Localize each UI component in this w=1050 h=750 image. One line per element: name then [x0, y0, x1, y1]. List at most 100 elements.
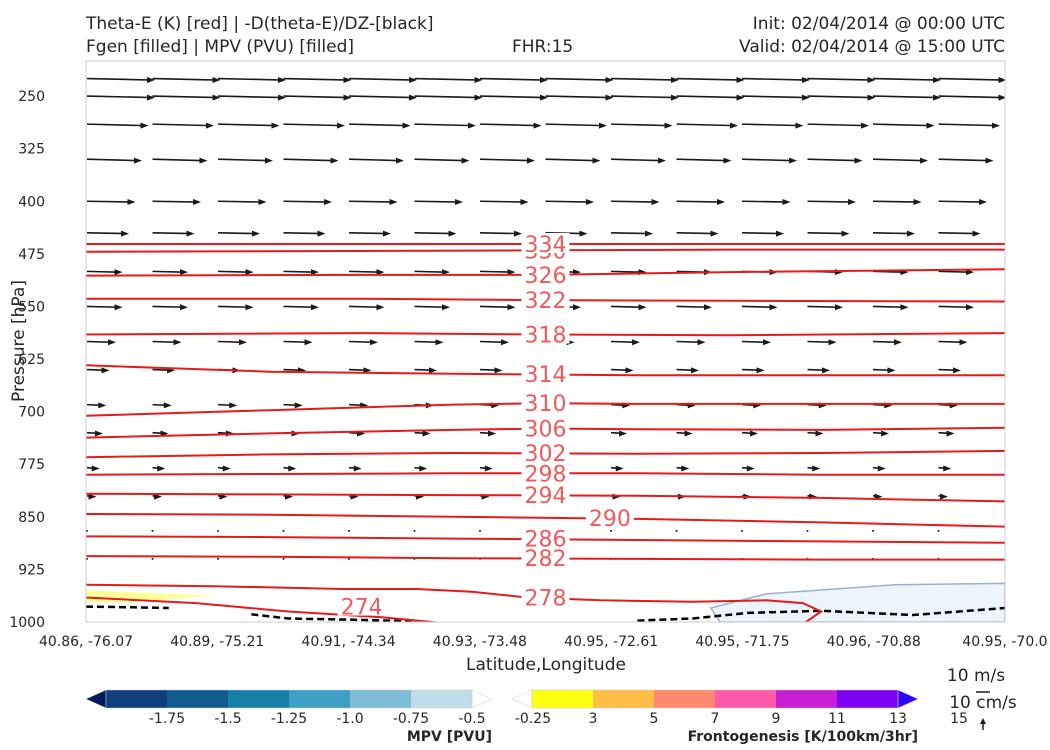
wind-vector-head — [265, 157, 273, 164]
fgen-colorbar-frame — [531, 689, 899, 709]
mpv-tick-label: -1.5 — [214, 711, 241, 727]
wind-vector-head — [114, 304, 123, 311]
wind-vector-head — [186, 230, 195, 237]
theta-e-label: 278 — [525, 586, 567, 611]
wind-vector-head — [278, 94, 286, 101]
wind-vector — [807, 200, 854, 203]
contours: 274 2782822862902942983023063103143183223… — [86, 233, 1005, 622]
theta-e-label-bg — [521, 289, 570, 310]
mpv-tick-label: -1.75 — [149, 711, 185, 727]
wind-vector-head — [867, 94, 876, 101]
wind-vector — [938, 123, 998, 127]
wind-vector — [414, 123, 474, 127]
wind-vector — [872, 77, 939, 81]
valid-time: Valid: 02/04/2014 @ 15:00 UTC — [739, 37, 1005, 57]
wind-vector — [217, 95, 284, 99]
wind-vector-head — [140, 122, 149, 129]
wind-vector — [741, 305, 775, 309]
wind-vector-head — [402, 122, 411, 129]
wind-vector — [414, 77, 480, 81]
wind-vector-head — [802, 77, 810, 84]
wind-vector-head — [638, 304, 647, 311]
wind-vector — [545, 123, 605, 127]
wind-vector-head — [985, 157, 994, 164]
wind-vector-head — [370, 339, 378, 346]
wind-vector-head — [763, 339, 771, 346]
theta-e-label: 306 — [525, 417, 567, 442]
wind-vector-head — [691, 367, 699, 374]
wind-vector-head — [684, 430, 693, 437]
wind-vector-head — [998, 77, 1005, 84]
fgen-tick-label: 13 — [889, 711, 907, 727]
wind-vector — [676, 77, 742, 81]
wind-vector — [348, 305, 382, 309]
wind-vector-head — [193, 199, 201, 206]
fgen-color-segment — [715, 690, 777, 708]
theta-e-label: 286 — [525, 528, 567, 553]
wind-vector-head — [848, 199, 856, 206]
wind-vector-head — [353, 465, 362, 472]
mpv-color-tip — [471, 689, 493, 709]
wind-vector-head — [658, 157, 666, 164]
wind-vector-head — [943, 465, 952, 472]
wind-vector-head — [127, 199, 136, 206]
wind-vector — [152, 77, 218, 81]
wind-vector — [283, 123, 343, 127]
wind-vector — [610, 95, 677, 99]
wind-vector-head — [746, 465, 755, 472]
wind-vector-head — [959, 339, 968, 346]
wind-vector-head — [474, 77, 483, 84]
plot-frame — [85, 60, 1006, 623]
wind-vector-head — [98, 402, 107, 409]
y-tick-label: 775 — [18, 457, 45, 473]
mpv-colorbar-title: MPV [PVU] — [407, 729, 492, 745]
wind-vector-head — [494, 367, 503, 374]
wind-vector-head — [376, 304, 385, 311]
wind-vector — [741, 529, 743, 532]
wind-vector-head — [867, 77, 876, 84]
y-tick-label: 850 — [18, 510, 45, 526]
wind-vector — [610, 123, 670, 127]
wind-vector-head — [252, 230, 260, 237]
mpv-tick-label: -0.25 — [515, 711, 551, 727]
wind-vector — [414, 232, 454, 235]
wind-vector — [676, 95, 742, 99]
wind-vector-head — [854, 157, 863, 164]
init-time: Init: 02/04/2014 @ 00:00 UTC — [752, 14, 1005, 34]
wind-vector-head — [455, 199, 463, 206]
wind-vector — [86, 270, 120, 273]
wind-vector-head — [147, 77, 155, 84]
wind-vector-head — [979, 199, 987, 206]
wind-vector-head — [229, 402, 238, 409]
fgen-tick-label: 7 — [711, 711, 720, 727]
theta-e-label-bg — [521, 233, 570, 254]
wind-vector — [283, 95, 349, 99]
theta-e-label: 314 — [525, 363, 567, 388]
theta-e-label: 326 — [525, 264, 567, 289]
wind-vector-head — [605, 77, 614, 84]
wind-vector-head — [894, 339, 902, 346]
wind-vector-head — [972, 230, 981, 237]
fgen-colorbar-title: Frontogenesis [K/100km/3hr] — [688, 729, 918, 745]
wind-vector — [872, 529, 874, 532]
wind-vector-head — [632, 339, 640, 346]
wind-vector — [479, 305, 513, 309]
wind-vector — [479, 123, 539, 127]
wind-vector — [872, 158, 926, 162]
theta-e-label-bg — [521, 441, 570, 462]
wind-vector — [348, 529, 350, 532]
wind-vector — [152, 123, 212, 127]
wind-vector-head — [605, 94, 614, 101]
wind-vector — [807, 158, 860, 162]
mpv-color-segment — [289, 690, 351, 708]
wind-vector — [741, 95, 808, 99]
wind-vector — [610, 305, 644, 309]
wind-vector — [217, 158, 271, 162]
wind-vector-head — [599, 122, 607, 129]
wind-vector — [348, 123, 408, 127]
wind-vector-head — [736, 77, 745, 84]
wind-vector — [937, 529, 940, 532]
reference-vertical-arrowhead — [980, 718, 986, 724]
theta-e-label-bg — [585, 507, 634, 528]
wind-vector — [283, 200, 330, 203]
